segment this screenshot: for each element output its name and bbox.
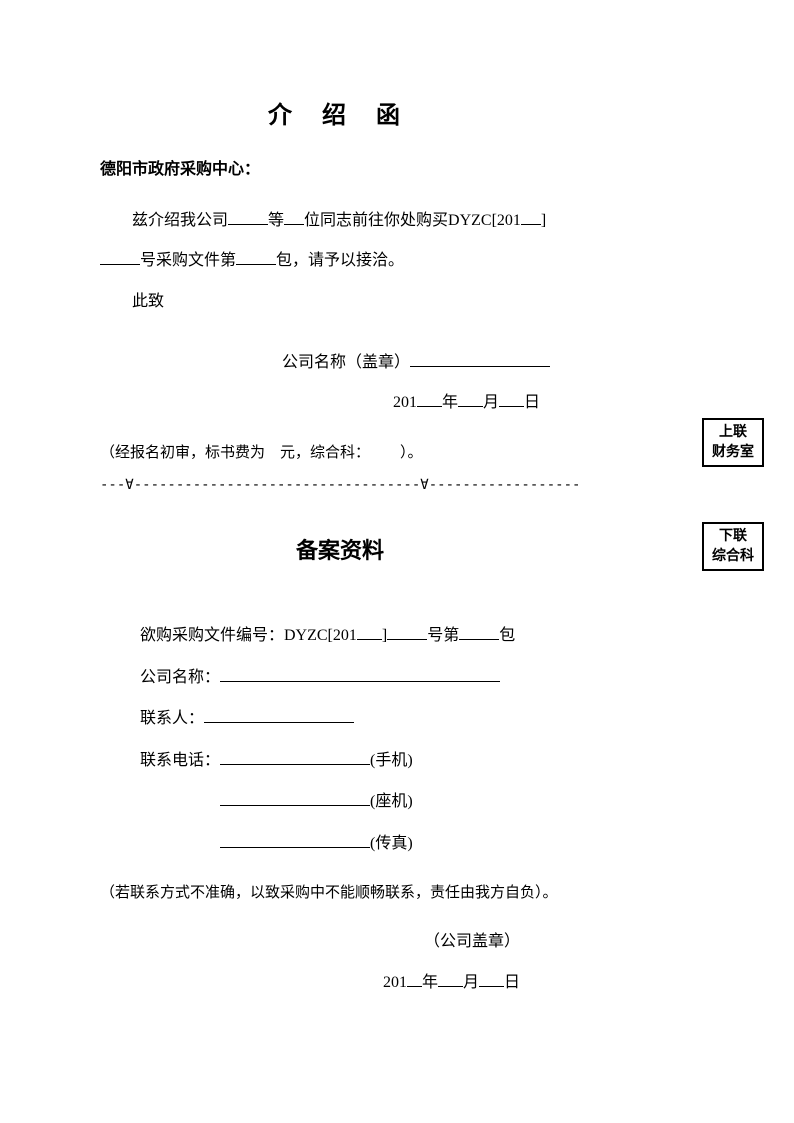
blank-year-digit[interactable] (521, 207, 541, 225)
contact-label: 联系人： (140, 710, 204, 727)
audit-note: （经报名初审，标书费为 元，综合科： ）。 (100, 441, 580, 462)
mobile-label: (手机) (370, 752, 413, 769)
blank-fax[interactable] (220, 830, 370, 848)
blank-mobile[interactable] (220, 747, 370, 765)
side-box-upper: 上联 财务室 (702, 418, 764, 467)
signature-block: 公司名称（盖章） 201 年 月 日 (100, 343, 580, 423)
company-name-row: 公司名称： (100, 657, 580, 699)
audit-mid: 元，综合科： (280, 445, 370, 461)
box2-line1: 下联 (719, 529, 747, 544)
blank-count[interactable] (284, 207, 304, 225)
date2-month: 月 (463, 974, 479, 991)
document-page: 介 绍 函 德阳市政府采购中心： 兹介绍我公司 等 位同志前往你处购买DYZC[20… (0, 0, 680, 1054)
blank-day3[interactable] (479, 970, 504, 988)
file-no-mid2: 号第 (427, 627, 459, 644)
date2-day: 日 (504, 974, 520, 991)
side-box-lower: 下联 综合科 (702, 522, 764, 571)
phone-fax-row: 联系电话：(传真) (100, 823, 580, 865)
blank-year2[interactable] (357, 622, 382, 640)
blank-contact[interactable] (204, 706, 354, 724)
phone-label: 联系电话： (140, 752, 220, 769)
blank-docno2[interactable] (387, 622, 427, 640)
blank-landline[interactable] (220, 789, 370, 807)
blank-month3[interactable] (438, 970, 463, 988)
blank-company-name[interactable] (220, 664, 500, 682)
phone-landline-row: 联系电话：(座机) (100, 781, 580, 823)
intro-body: 兹介绍我公司等位同志前往你处购买DYZC[201]号采购文件第包，请予以接洽。 (100, 201, 580, 281)
file-number-row: 欲购采购文件编号：DYZC[201]号第包 (100, 615, 580, 657)
blank-package[interactable] (236, 247, 276, 265)
audit-suffix: ）。 (400, 445, 423, 461)
blank-doc-no[interactable] (100, 247, 140, 265)
date2-201: 201 (383, 974, 407, 991)
date-day: 日 (524, 394, 540, 411)
body-mid4-part1: 号 (140, 252, 156, 269)
blank-year3[interactable] (407, 970, 422, 988)
phone-mobile-row: 联系电话： (手机) (100, 740, 580, 782)
body-mid2: 位同志前往你处购买DYZC[201 (304, 212, 521, 229)
disclaimer: （若联系方式不准确，以致采购中不能顺畅联系，责任由我方自负）。 (100, 875, 580, 911)
box1-line1: 上联 (719, 425, 747, 440)
date2-year: 年 (422, 974, 438, 991)
body-mid3: ] (541, 212, 546, 229)
date-year: 年 (442, 394, 458, 411)
blank-day[interactable] (499, 389, 524, 407)
contact-row: 联系人： (100, 698, 580, 740)
blank-pkg2[interactable] (459, 622, 499, 640)
body-suffix: 包，请予以接洽。 (276, 252, 404, 269)
date-201: 201 (393, 394, 417, 411)
sig-label: 公司名称（盖章） (282, 354, 410, 371)
section2-title: 备案资料 (100, 533, 580, 565)
closing: 此致 (100, 286, 580, 318)
body-mid1: 等 (268, 212, 284, 229)
blank-year[interactable] (417, 389, 442, 407)
file-no-label: 欲购采购文件编号：DYZC[201 (140, 627, 357, 644)
addressee: 德阳市政府采购中心： (100, 155, 580, 179)
blank-company-seal[interactable] (410, 349, 550, 367)
section1-title: 介 绍 函 (100, 95, 580, 130)
body-prefix: 兹介绍我公司 (132, 212, 228, 229)
box1-line2: 财务室 (712, 445, 754, 460)
fax-label: (传真) (370, 835, 413, 852)
company-label: 公司名称： (140, 669, 220, 686)
file-no-suffix: 包 (499, 627, 515, 644)
audit-prefix: （经报名初审，标书费为 (100, 445, 265, 461)
box2-line2: 综合科 (712, 549, 754, 564)
blank-company[interactable] (228, 207, 268, 225)
landline-label: (座机) (370, 793, 413, 810)
seal-label: （公司盖章） (100, 921, 520, 963)
date-month: 月 (483, 394, 499, 411)
blank-month[interactable] (458, 389, 483, 407)
divider-line: ---∀----------------------------------∀-… (100, 477, 580, 493)
seal-block: （公司盖章） 201 年 月 日 (100, 921, 580, 1004)
